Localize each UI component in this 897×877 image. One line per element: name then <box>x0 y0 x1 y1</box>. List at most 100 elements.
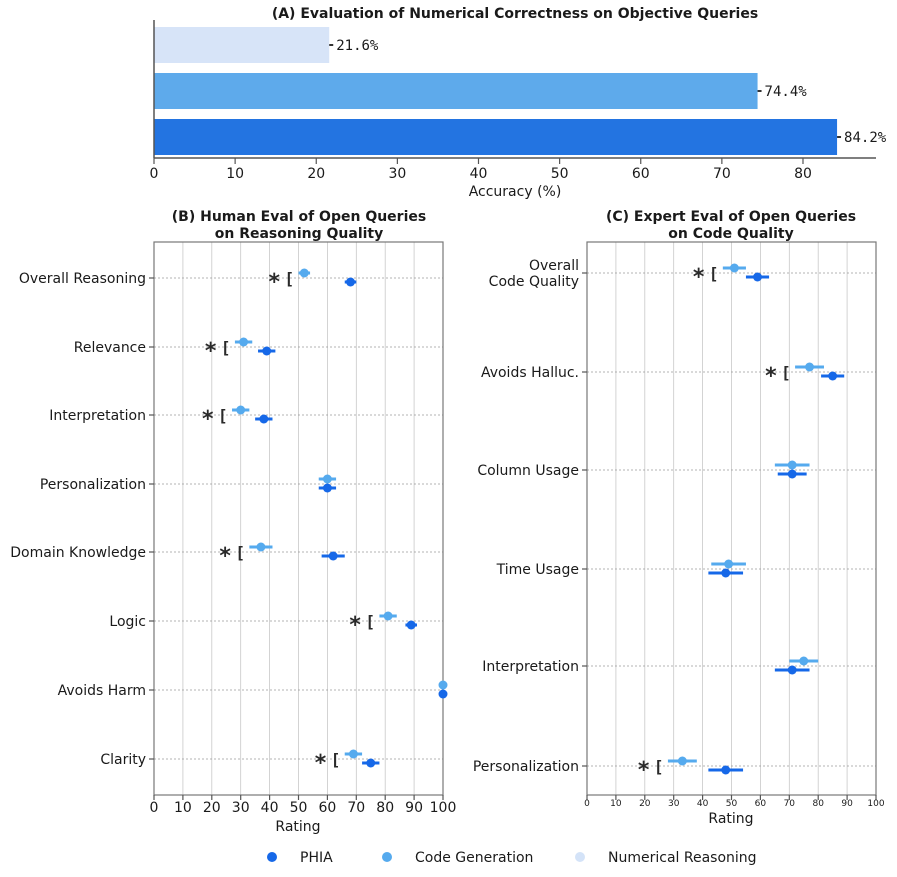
point-code-generation <box>729 263 739 273</box>
point-code-generation <box>383 611 393 621</box>
significance-bracket: [ <box>709 264 719 283</box>
x-tick-label: 0 <box>150 166 159 182</box>
x-tick-label: 20 <box>639 799 651 809</box>
point-phia <box>262 346 272 356</box>
category-label: Interpretation <box>482 659 579 675</box>
x-tick-label: 20 <box>203 800 221 816</box>
x-tick-label: 30 <box>668 799 680 809</box>
category-label: Relevance <box>74 340 146 356</box>
legend-label-1: Code Generation <box>415 850 533 866</box>
x-tick-label: 20 <box>307 166 325 182</box>
point-phia <box>828 371 838 381</box>
point-code-generation <box>805 362 815 372</box>
significance-star: * <box>693 265 705 290</box>
category-label: Logic <box>109 614 146 630</box>
x-tick-label: 40 <box>261 800 279 816</box>
x-tick-label: 80 <box>376 800 394 816</box>
x-tick-label: 40 <box>697 799 709 809</box>
point-phia <box>721 765 731 775</box>
point-code-generation <box>677 756 687 766</box>
category-label: Overall <box>529 258 579 274</box>
point-phia <box>259 414 269 424</box>
x-tick-label: 70 <box>784 799 796 809</box>
category-label: Domain Knowledge <box>10 545 146 561</box>
legend-marker-1 <box>382 852 392 862</box>
x-tick-label: 80 <box>794 166 812 182</box>
point-code-generation <box>438 680 448 690</box>
significance-star: * <box>349 613 361 638</box>
point-code-generation <box>348 749 358 759</box>
x-tick-label: 30 <box>232 800 250 816</box>
category-label: Time Usage <box>496 562 579 578</box>
bar-code-generation <box>154 73 758 109</box>
x-tick-label: 90 <box>841 799 853 809</box>
point-code-generation <box>322 474 332 484</box>
x-tick-label: 0 <box>150 800 159 816</box>
legend-label-2: Numerical Reasoning <box>608 850 757 866</box>
panel-a-bar-chart: (A) Evaluation of Numerical Correctness … <box>150 6 887 200</box>
x-tick-label: 60 <box>755 799 767 809</box>
category-label: Personalization <box>473 759 579 775</box>
significance-star: * <box>205 339 217 364</box>
significance-star: * <box>765 364 777 389</box>
x-tick-label: 50 <box>551 166 569 182</box>
significance-star: * <box>219 544 231 569</box>
panel-b-scatter: (B) Human Eval of Open Queries on Reason… <box>10 209 456 835</box>
category-label: Personalization <box>40 477 146 493</box>
x-tick-label: 10 <box>610 799 622 809</box>
x-tick-label: 80 <box>812 799 824 809</box>
significance-bracket: [ <box>781 363 791 382</box>
category-label: Interpretation <box>49 408 146 424</box>
category-label: Avoids Halluc. <box>481 365 579 381</box>
x-tick-label: 100 <box>867 799 884 809</box>
significance-star: * <box>269 270 281 295</box>
point-phia <box>753 272 763 282</box>
category-label: Code Quality <box>489 274 579 290</box>
bar-phia <box>154 119 838 155</box>
category-label: Avoids Harm <box>58 683 146 699</box>
x-tick-label: 60 <box>318 800 336 816</box>
significance-bracket: [ <box>654 757 664 776</box>
point-code-generation <box>299 268 309 278</box>
significance-star: * <box>202 407 214 432</box>
x-tick-label: 70 <box>347 800 365 816</box>
x-tick-label: 60 <box>632 166 650 182</box>
bar-numerical-reasoning <box>154 27 330 63</box>
point-phia <box>406 620 416 630</box>
legend: PHIA Code Generation Numerical Reasoning <box>267 850 757 866</box>
point-code-generation <box>799 656 809 666</box>
panel-c-title-line2: on Code Quality <box>668 226 793 242</box>
panel-b-title-line2: on Reasoning Quality <box>215 226 384 242</box>
point-code-generation <box>256 542 266 552</box>
point-code-generation <box>787 460 797 470</box>
bar-value-label: 74.4% <box>765 84 808 100</box>
x-tick-label: 90 <box>405 800 423 816</box>
point-code-generation <box>724 559 734 569</box>
point-code-generation <box>239 337 249 347</box>
x-tick-label: 0 <box>584 799 590 809</box>
bar-value-label: 21.6% <box>336 38 379 54</box>
panel-a-x-label: Accuracy (%) <box>469 184 562 200</box>
significance-bracket: [ <box>285 269 295 288</box>
x-tick-label: 40 <box>470 166 488 182</box>
legend-marker-0 <box>267 852 277 862</box>
x-tick-label: 50 <box>726 799 738 809</box>
category-label: Clarity <box>100 752 146 768</box>
point-phia <box>366 758 376 768</box>
significance-bracket: [ <box>331 750 341 769</box>
point-phia <box>322 483 332 493</box>
point-phia <box>438 689 448 699</box>
category-label: Overall Reasoning <box>19 271 146 287</box>
point-phia <box>721 568 731 578</box>
significance-star: * <box>638 758 650 783</box>
panel-b-title-line1: (B) Human Eval of Open Queries <box>172 209 426 225</box>
significance-bracket: [ <box>235 543 245 562</box>
x-tick-label: 30 <box>388 166 406 182</box>
significance-bracket: [ <box>221 338 231 357</box>
x-tick-label: 100 <box>430 800 457 816</box>
bar-value-label: 84.2% <box>844 130 887 146</box>
legend-label-0: PHIA <box>300 850 333 866</box>
panel-c-scatter: (C) Expert Eval of Open Queries on Code … <box>473 209 885 827</box>
panel-c-title-line1: (C) Expert Eval of Open Queries <box>606 209 856 225</box>
